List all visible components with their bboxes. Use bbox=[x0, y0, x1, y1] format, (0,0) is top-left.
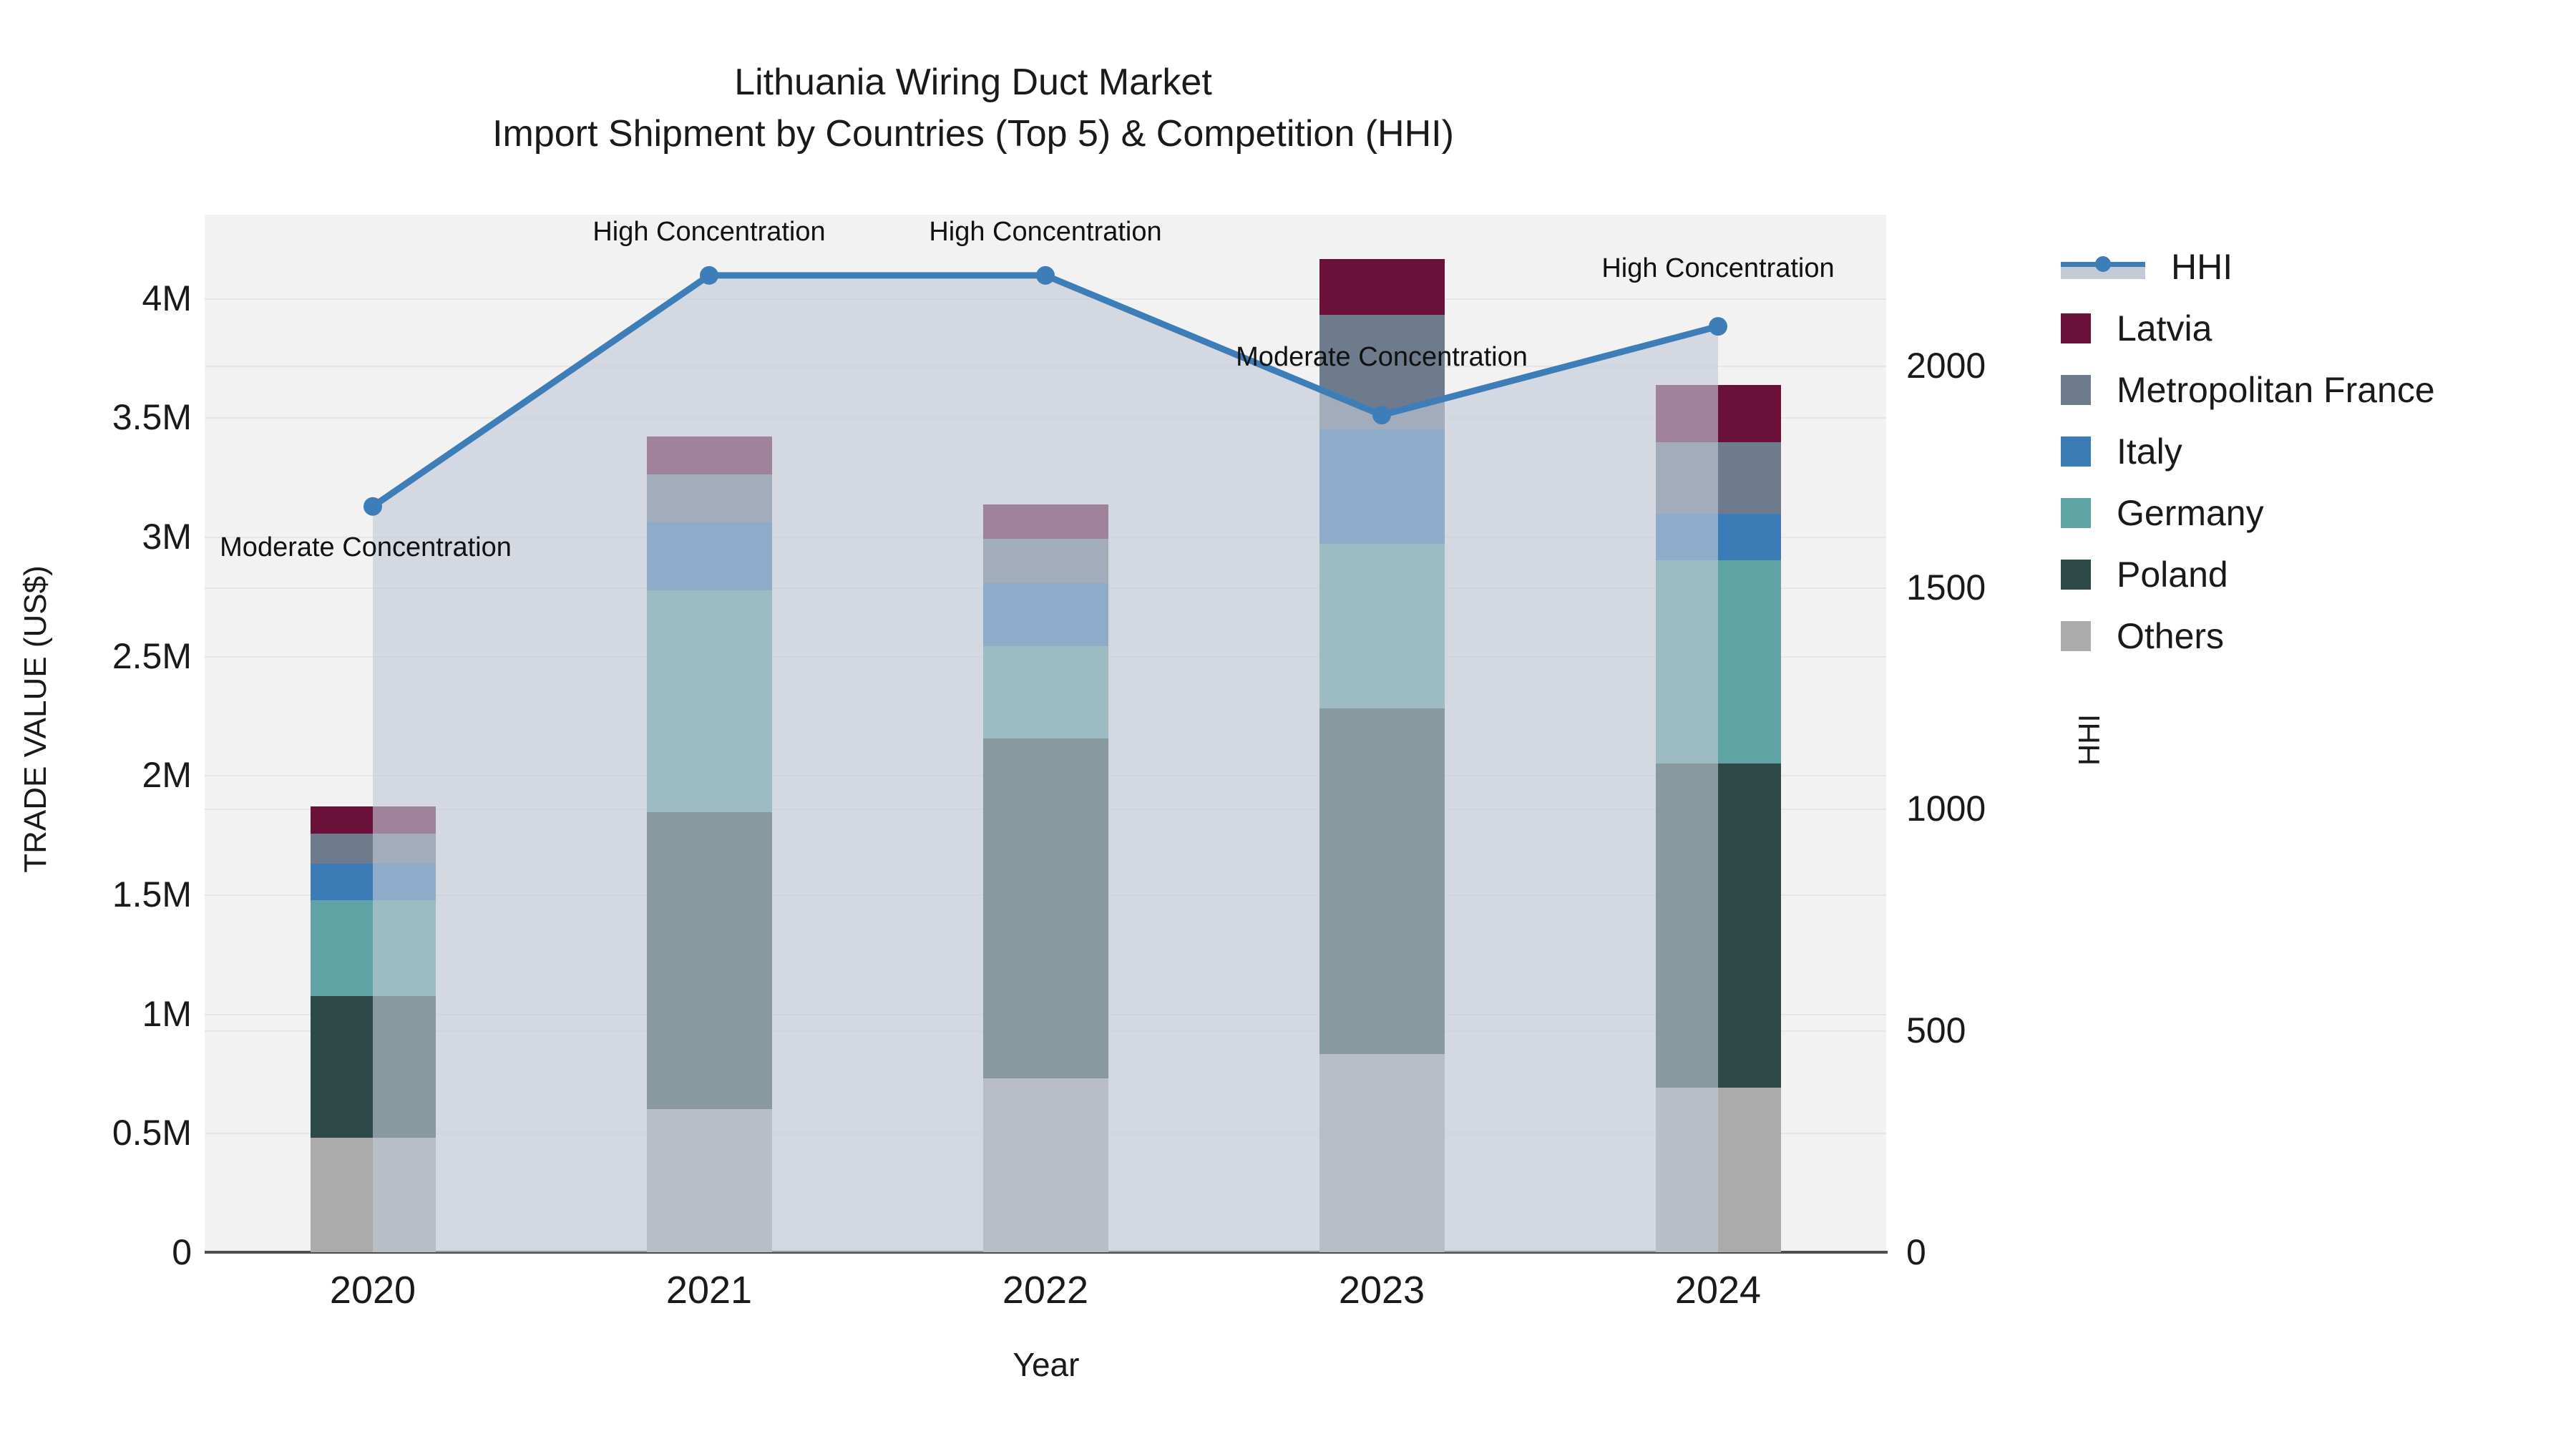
legend-label: Poland bbox=[2117, 555, 2228, 595]
chart-legend: HHI Latvia Metropolitan France Italy Germany… bbox=[2061, 236, 2562, 667]
y-tick-label-left: 1.5M bbox=[112, 874, 192, 914]
hhi-marker[interactable] bbox=[700, 265, 718, 285]
chart-subtitle: Import Shipment by Countries (Top 5) & C… bbox=[492, 112, 1454, 155]
legend-item[interactable]: Metropolitan France bbox=[2061, 359, 2562, 421]
y-tick-label-right: 1000 bbox=[1906, 789, 1986, 829]
hhi-marker[interactable] bbox=[1372, 406, 1391, 425]
legend-item[interactable]: HHI bbox=[2061, 236, 2562, 298]
legend-swatch bbox=[2061, 436, 2091, 467]
legend-item[interactable]: Poland bbox=[2061, 544, 2562, 605]
y-tick-label-left: 0 bbox=[172, 1232, 192, 1272]
legend-label: Germany bbox=[2117, 493, 2264, 533]
x-tick-label: 2022 bbox=[1002, 1269, 1089, 1312]
legend-label: Others bbox=[2117, 616, 2225, 656]
y-tick-label-left: 2.5M bbox=[112, 635, 192, 676]
x-tick-label: 2020 bbox=[329, 1269, 416, 1312]
legend-item[interactable]: Italy bbox=[2061, 421, 2562, 482]
hhi-area bbox=[373, 275, 1718, 1252]
legend-item[interactable]: Germany bbox=[2061, 482, 2562, 544]
y-tick-label-left: 3.5M bbox=[112, 397, 192, 438]
y-tick-label-right: 500 bbox=[1906, 1010, 1966, 1051]
concentration-annotation: Moderate Concentration bbox=[1236, 342, 1528, 373]
hhi-marker[interactable] bbox=[364, 497, 382, 516]
y-tick-label-right: 0 bbox=[1906, 1232, 1926, 1272]
legend-swatch bbox=[2061, 313, 2091, 343]
legend-label: Metropolitan France bbox=[2117, 370, 2435, 410]
legend-swatch bbox=[2061, 498, 2091, 528]
legend-item[interactable]: Others bbox=[2061, 605, 2562, 667]
y-tick-label-right: 1500 bbox=[1906, 567, 1986, 608]
x-tick-label: 2023 bbox=[1338, 1269, 1425, 1312]
concentration-annotation: High Concentration bbox=[929, 216, 1162, 247]
chart-title: Lithuania Wiring Duct Market bbox=[734, 62, 1212, 103]
x-tick-label: 2021 bbox=[665, 1269, 753, 1312]
hhi-marker[interactable] bbox=[1036, 265, 1055, 285]
legend-swatch bbox=[2061, 375, 2091, 405]
y-tick-label-left: 4M bbox=[142, 278, 192, 318]
y-tick-label-left: 1M bbox=[142, 993, 192, 1034]
y-tick-label-left: 3M bbox=[142, 517, 192, 557]
concentration-annotation: High Concentration bbox=[1601, 253, 1835, 284]
legend-label: HHI bbox=[2171, 247, 2233, 287]
x-axis-title: Year bbox=[1013, 1346, 1080, 1383]
y-tick-label-left: 0.5M bbox=[112, 1113, 192, 1153]
legend-line-marker bbox=[2061, 252, 2145, 282]
legend-label: Latvia bbox=[2117, 308, 2212, 348]
legend-swatch bbox=[2061, 621, 2091, 651]
concentration-annotation: High Concentration bbox=[592, 216, 826, 247]
x-tick-label: 2024 bbox=[1674, 1269, 1762, 1312]
legend-swatch bbox=[2061, 560, 2091, 590]
chart-title-block: Lithuania Wiring Duct Market Import Ship… bbox=[0, 57, 1946, 160]
y-tick-label-left: 2M bbox=[142, 755, 192, 796]
bar-segment[interactable] bbox=[1319, 258, 1445, 315]
legend-label: Italy bbox=[2117, 431, 2182, 472]
legend-item[interactable]: Latvia bbox=[2061, 298, 2562, 359]
concentration-annotation: Moderate Concentration bbox=[220, 532, 512, 562]
y-tick-label-right: 2000 bbox=[1906, 345, 1986, 386]
hhi-marker[interactable] bbox=[1709, 317, 1727, 336]
